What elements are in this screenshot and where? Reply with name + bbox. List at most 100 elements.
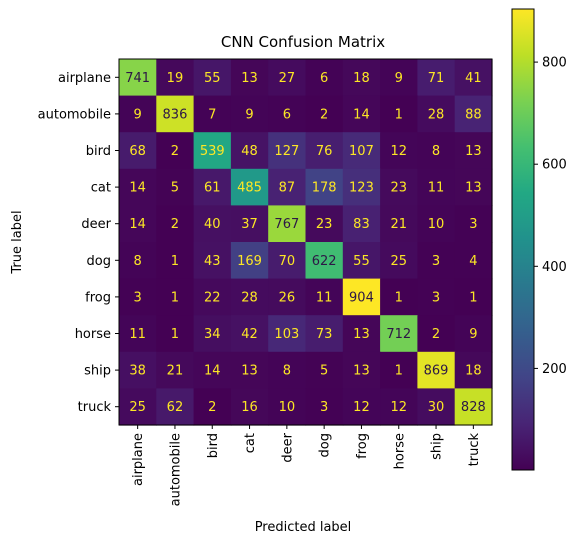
heatmap-cell — [380, 132, 418, 170]
cell-value-label: 28 — [428, 107, 445, 122]
heatmap-cell — [342, 315, 381, 353]
cell-value-label: 12 — [390, 144, 407, 159]
heatmap-cell — [305, 388, 344, 426]
heatmap-frame — [118, 58, 493, 426]
heatmap-cell — [230, 168, 269, 206]
cell-value-label: 9 — [469, 327, 477, 342]
heatmap-cell — [268, 388, 307, 426]
heatmap-cell — [119, 242, 157, 280]
cell-value-label: 178 — [312, 181, 337, 196]
heatmap-cell — [268, 95, 307, 133]
cell-value-label: 14 — [129, 181, 146, 196]
heatmap-cell — [193, 59, 232, 97]
colorbar-tick-label: 200 — [542, 362, 567, 377]
cell-value-label: 48 — [241, 144, 258, 159]
heatmap-cell — [119, 351, 157, 389]
x-tick-label: dog — [318, 433, 333, 457]
heatmap-cell — [342, 278, 381, 316]
heatmap-cell — [380, 388, 418, 426]
cell-value-label: 37 — [241, 217, 258, 232]
heatmap-cell — [342, 132, 381, 170]
cell-value-label: 21 — [167, 364, 184, 379]
heatmap-cell — [156, 95, 195, 133]
heatmap-cell — [156, 278, 195, 316]
cell-value-label: 23 — [390, 181, 407, 196]
cell-value-label: 23 — [316, 217, 333, 232]
heatmap-cell — [417, 205, 456, 243]
cell-value-label: 1 — [171, 327, 179, 342]
cell-value-label: 76 — [316, 144, 333, 159]
cell-value-label: 40 — [204, 217, 221, 232]
heatmap-cell — [119, 205, 157, 243]
heatmap-cell — [454, 59, 493, 97]
heatmap-cell — [230, 205, 269, 243]
cell-value-label: 2 — [171, 217, 179, 232]
cell-value-label: 13 — [465, 144, 482, 159]
cell-value-label: 712 — [386, 327, 411, 342]
heatmap-cell — [119, 95, 157, 133]
cell-value-label: 83 — [353, 217, 370, 232]
heatmap-cell — [454, 168, 493, 206]
cell-value-label: 107 — [349, 144, 374, 159]
heatmap-cell — [417, 95, 456, 133]
cell-value-label: 622 — [312, 254, 337, 269]
heatmap-cell — [268, 278, 307, 316]
cell-value-label: 1 — [171, 290, 179, 305]
heatmap-cell — [119, 132, 157, 170]
heatmap-cell — [417, 351, 456, 389]
cell-value-label: 11 — [428, 181, 445, 196]
heatmap-cell — [305, 315, 344, 353]
cell-value-label: 87 — [279, 181, 296, 196]
y-tick-label: deer — [81, 217, 111, 232]
cell-value-label: 13 — [241, 71, 258, 86]
y-tick-label: airplane — [58, 71, 111, 86]
y-tick-label: truck — [78, 400, 112, 415]
heatmap-cell — [119, 168, 157, 206]
heatmap-cell — [230, 278, 269, 316]
cell-value-label: 30 — [428, 400, 445, 415]
x-tick-label: truck — [467, 433, 482, 467]
heatmap-cell — [119, 278, 157, 316]
heatmap-cell — [342, 168, 381, 206]
x-tick-label: deer — [280, 432, 295, 462]
heatmap-cell — [230, 95, 269, 133]
heatmap-cell — [380, 59, 418, 97]
heatmap-cell — [454, 388, 493, 426]
cell-value-label: 22 — [204, 290, 221, 305]
cell-value-label: 12 — [390, 400, 407, 415]
cell-value-label: 1 — [395, 290, 403, 305]
chart-title: CNN Confusion Matrix — [221, 33, 385, 51]
cell-value-label: 13 — [353, 327, 370, 342]
heatmap-cell — [380, 315, 418, 353]
cell-value-label: 127 — [274, 144, 299, 159]
heatmap-cell — [305, 168, 344, 206]
cell-value-label: 14 — [204, 364, 221, 379]
heatmap-cell — [305, 95, 344, 133]
cell-value-label: 3 — [432, 254, 440, 269]
y-axis-label: True label — [10, 210, 25, 274]
cell-value-label: 869 — [424, 364, 449, 379]
cell-value-label: 1 — [171, 254, 179, 269]
heatmap-cell — [454, 242, 493, 280]
cell-value-label: 9 — [134, 107, 142, 122]
colorbar-ticks: 200 400 600 800 — [534, 56, 567, 377]
heatmap-cell — [268, 315, 307, 353]
heatmap-cell — [305, 205, 344, 243]
heatmap-cells — [119, 59, 493, 426]
heatmap-cell — [417, 242, 456, 280]
heatmap-cell — [230, 242, 269, 280]
heatmap-cell — [230, 59, 269, 97]
cell-value-label: 73 — [316, 327, 333, 342]
cell-value-label: 19 — [167, 71, 184, 86]
heatmap-cell — [380, 278, 418, 316]
heatmap-cell — [342, 59, 381, 97]
cell-value-label: 8 — [134, 254, 142, 269]
cell-value-label: 42 — [241, 327, 258, 342]
heatmap-cell — [305, 278, 344, 316]
y-tick-label: dog — [87, 254, 111, 269]
heatmap-cell — [342, 351, 381, 389]
cell-value-label: 62 — [167, 400, 184, 415]
cell-value-label: 539 — [200, 144, 225, 159]
heatmap-cell — [380, 95, 418, 133]
heatmap-cell — [417, 168, 456, 206]
